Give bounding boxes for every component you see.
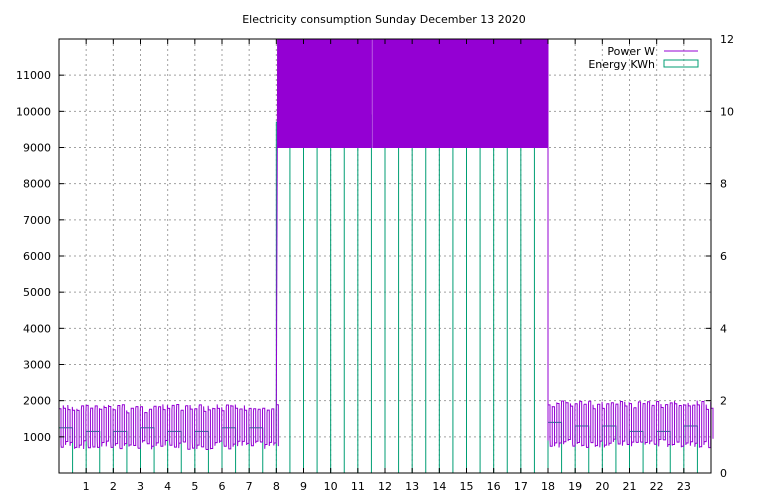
- y2-tick-label: 2: [720, 395, 727, 408]
- y-tick-label: 6000: [23, 250, 51, 263]
- x-tick-label: 9: [300, 480, 307, 493]
- x-tick-label: 14: [432, 480, 446, 493]
- power-line-low: [58, 404, 279, 450]
- y2-tick-label: 4: [720, 322, 727, 335]
- x-tick-label: 15: [460, 480, 474, 493]
- legend-swatch-energy: [663, 59, 699, 68]
- y-tick-label: 3000: [23, 359, 51, 372]
- y-tick-label: 1000: [23, 431, 51, 444]
- x-tick-label: 2: [110, 480, 117, 493]
- x-tick-label: 12: [378, 480, 392, 493]
- energy-bar: [384, 107, 400, 474]
- x-tick-label: 6: [219, 480, 226, 493]
- axes: 1 2 3 4 5 6 7 8 9 10 11 12 13 14 15 16 17 18 19 20 21 22 23100…: [16, 33, 734, 493]
- energy-bar: [466, 110, 481, 474]
- energy-bar: [493, 107, 508, 474]
- power-line-low: [547, 400, 714, 449]
- energy-bar: [303, 118, 318, 474]
- x-tick-label: 10: [324, 480, 338, 493]
- x-tick-label: 8: [273, 480, 280, 493]
- power-series: [58, 38, 714, 450]
- x-tick-label: 5: [191, 480, 198, 493]
- x-tick-label: 1: [83, 480, 90, 493]
- x-tick-label: 23: [677, 480, 691, 493]
- x-tick-label: 20: [595, 480, 609, 493]
- chart-title: Electricity consumption Sunday December …: [242, 13, 526, 26]
- y-tick-label: 11000: [16, 69, 51, 82]
- x-tick-label: 11: [351, 480, 365, 493]
- x-tick-label: 13: [405, 480, 419, 493]
- x-tick-label: 19: [568, 480, 582, 493]
- y-tick-label: 8000: [23, 178, 51, 191]
- x-tick-label: 18: [541, 480, 555, 493]
- y-tick-label: 10000: [16, 105, 51, 118]
- energy-bar: [330, 114, 345, 474]
- x-tick-label: 3: [137, 480, 144, 493]
- y2-tick-label: 10: [720, 105, 734, 118]
- energy-bar: [357, 114, 372, 474]
- power-band-high: [277, 38, 372, 148]
- legend: Power W Energy KWh: [588, 45, 699, 71]
- y-tick-label: 2000: [23, 395, 51, 408]
- x-tick-label: 7: [246, 480, 253, 493]
- energy-bar: [520, 107, 535, 474]
- y-tick-label: 5000: [23, 286, 51, 299]
- x-tick-label: 16: [487, 480, 501, 493]
- x-tick-label: 4: [164, 480, 171, 493]
- y2-tick-label: 0: [720, 467, 727, 480]
- legend-label-power: Power W: [607, 45, 655, 58]
- x-tick-label: 22: [650, 480, 664, 493]
- y-tick-label: 7000: [23, 214, 51, 227]
- legend-label-energy: Energy KWh: [588, 58, 655, 71]
- y2-tick-label: 6: [720, 250, 727, 263]
- y-tick-label: 9000: [23, 142, 51, 155]
- x-tick-label: 21: [623, 480, 637, 493]
- y2-tick-label: 12: [720, 33, 734, 46]
- y2-tick-label: 8: [720, 178, 727, 191]
- y-tick-label: 4000: [23, 322, 51, 335]
- x-tick-label: 17: [514, 480, 528, 493]
- power-band-high: [372, 38, 549, 148]
- power-transition: [275, 38, 279, 405]
